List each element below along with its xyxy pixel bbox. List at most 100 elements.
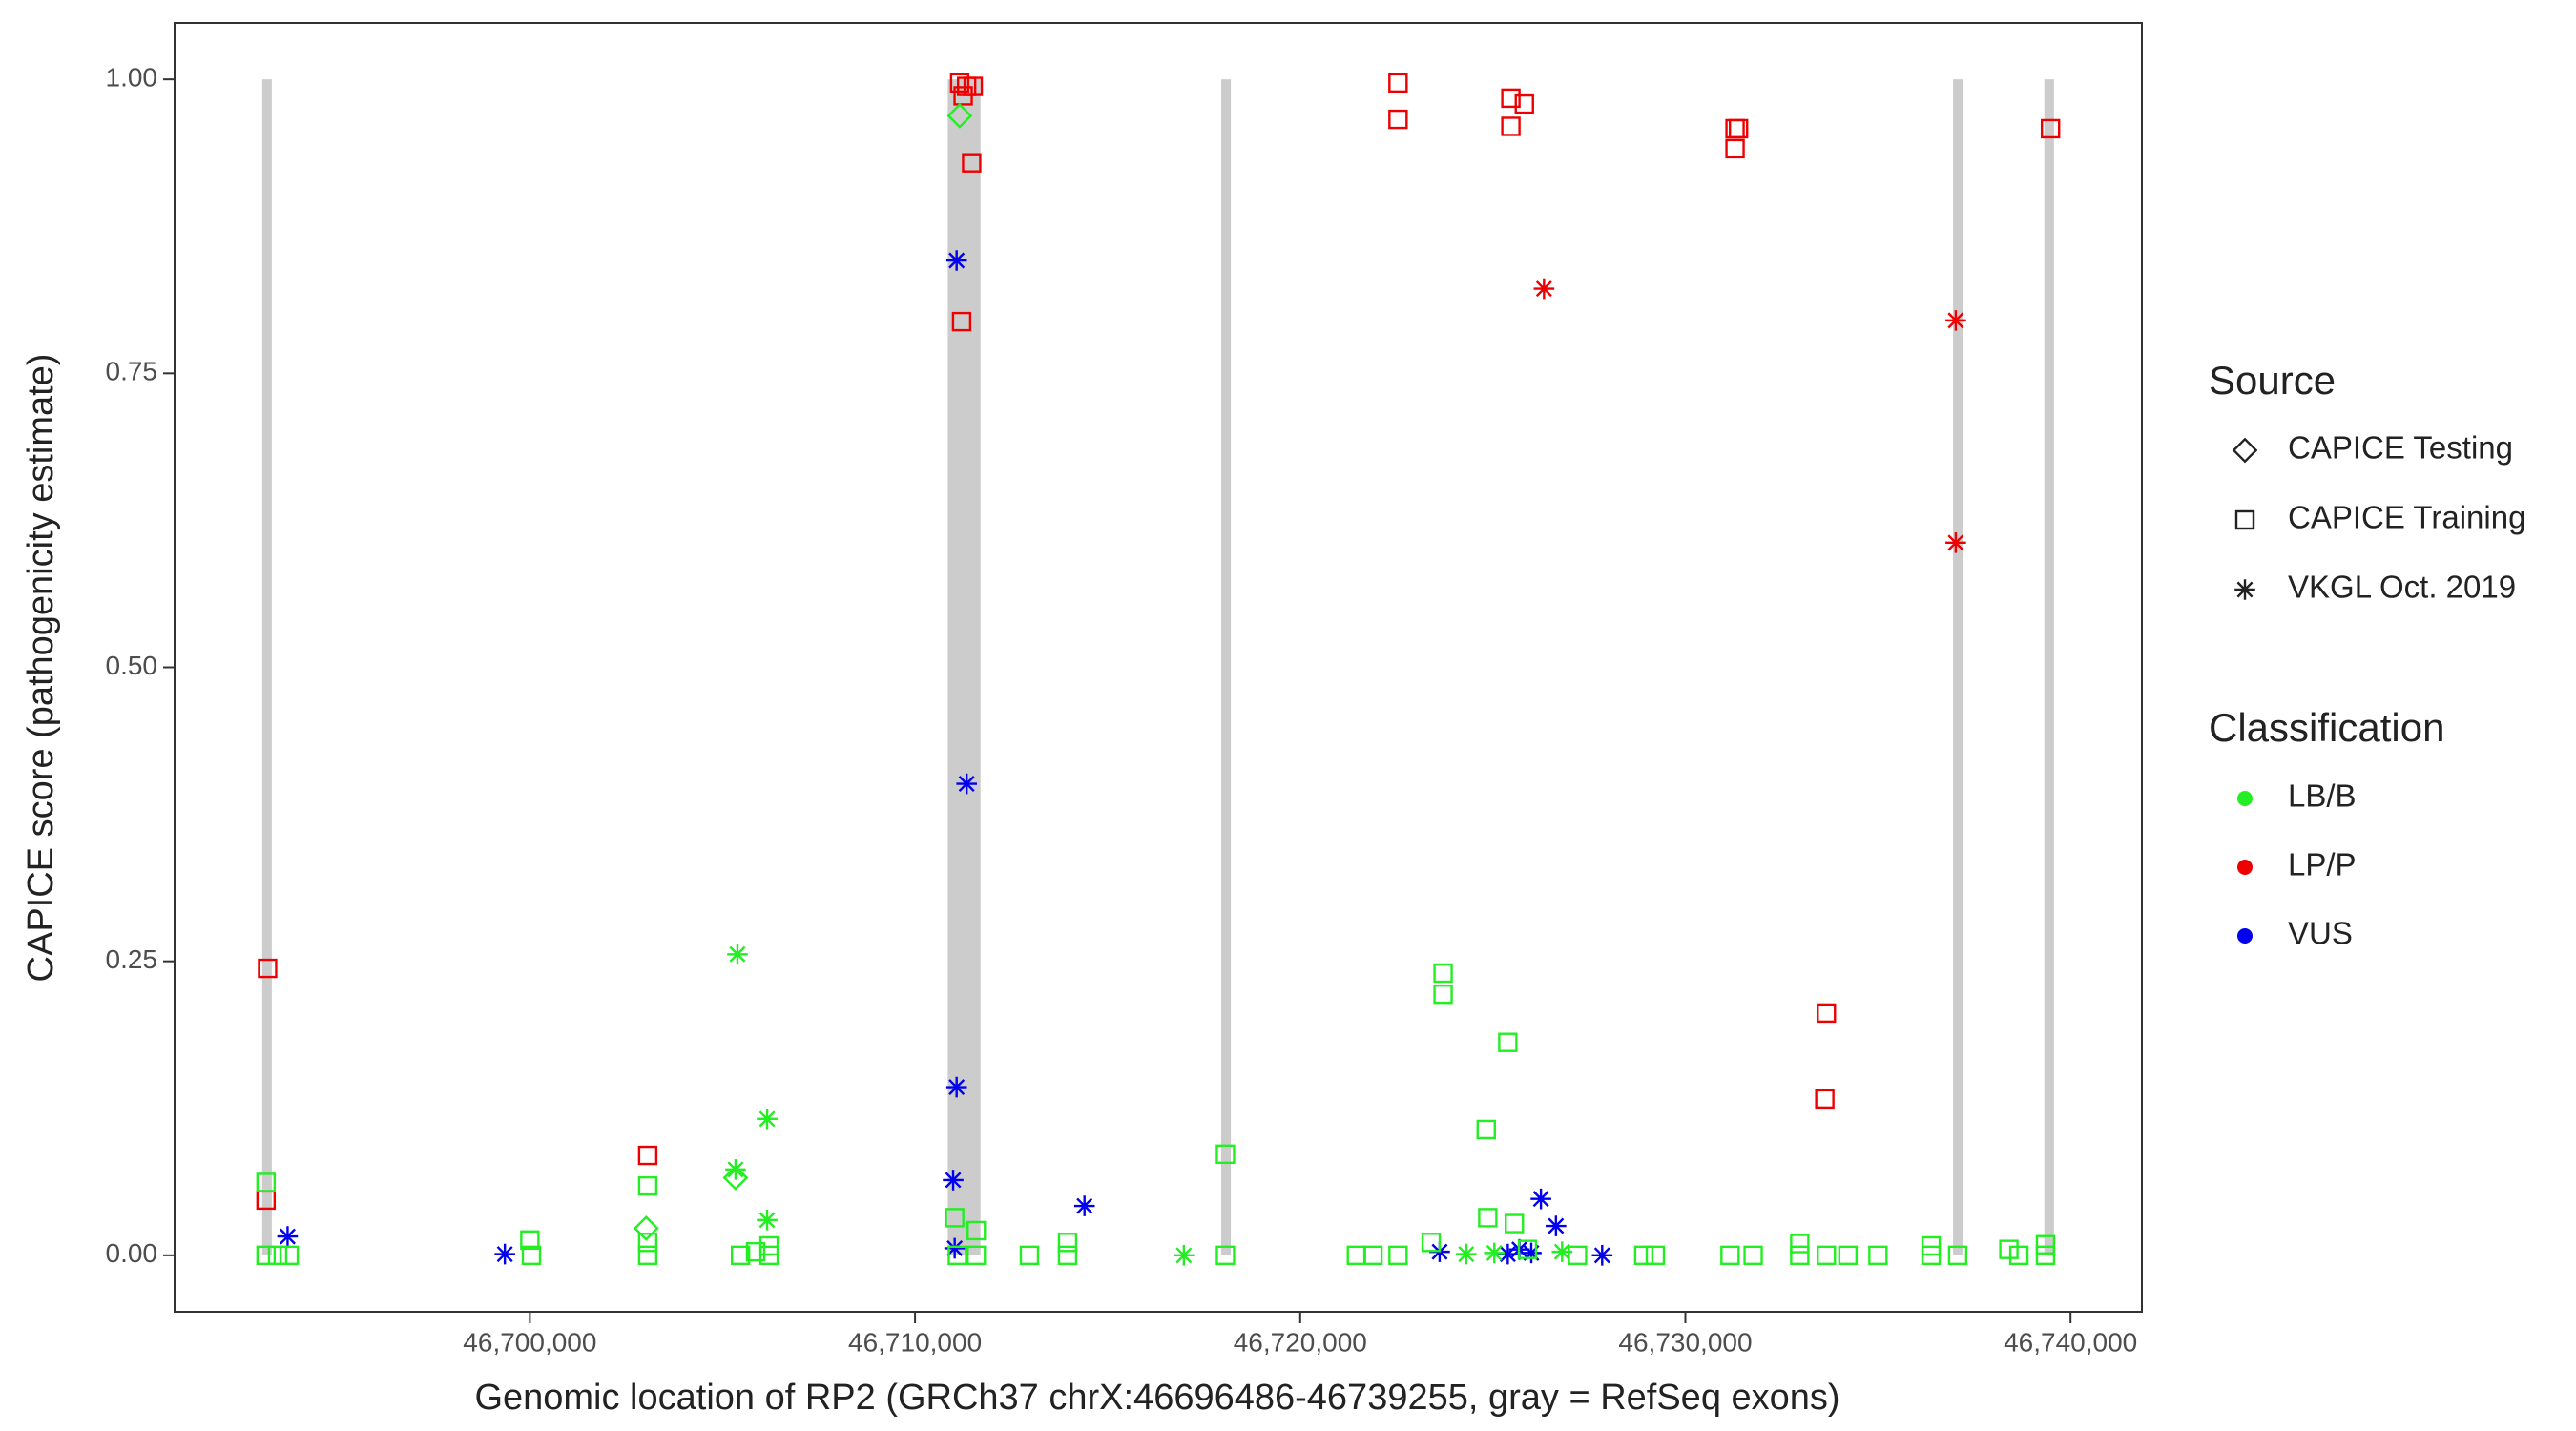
data-point bbox=[949, 73, 970, 93]
data-point bbox=[1501, 116, 1521, 136]
data-point bbox=[1868, 1245, 1888, 1266]
data-point bbox=[1999, 1239, 2019, 1259]
legend-symbol bbox=[2232, 437, 2258, 464]
legend-label: VKGL Oct. 2019 bbox=[2288, 570, 2516, 605]
data-point bbox=[1633, 1245, 1654, 1266]
legend-title: Source bbox=[2209, 358, 2336, 403]
data-point bbox=[722, 1165, 749, 1191]
data-point bbox=[1497, 1243, 1519, 1265]
data-point bbox=[258, 958, 278, 979]
data-point bbox=[1057, 1245, 1078, 1266]
data-point bbox=[1478, 1208, 1498, 1228]
legend-symbol bbox=[2237, 860, 2253, 875]
data-point bbox=[1388, 1245, 1408, 1266]
data-point bbox=[966, 1245, 987, 1266]
data-point bbox=[1546, 1215, 1567, 1236]
data-point bbox=[521, 1245, 542, 1266]
data-point bbox=[945, 250, 967, 271]
data-point bbox=[1498, 1032, 1518, 1052]
y-axis-title: CAPICE score (pathogenicity estimate) bbox=[21, 354, 61, 983]
legend-label: LB/B bbox=[2288, 778, 2357, 814]
data-point bbox=[1514, 93, 1534, 114]
data-point bbox=[1421, 1233, 1442, 1253]
exon-band bbox=[947, 79, 981, 1255]
data-point bbox=[1484, 1242, 1506, 1264]
data-point bbox=[494, 1243, 515, 1265]
data-point bbox=[1533, 278, 1555, 300]
data-point bbox=[2035, 1234, 2056, 1255]
exon-band bbox=[261, 79, 272, 1255]
data-point bbox=[956, 773, 977, 795]
data-point bbox=[1921, 1245, 1942, 1266]
legend-title: Classification bbox=[2209, 705, 2444, 750]
data-point bbox=[1455, 1243, 1477, 1265]
data-point bbox=[637, 1175, 658, 1196]
data-point bbox=[966, 1220, 987, 1241]
data-point bbox=[943, 1170, 964, 1191]
legend-label: CAPICE Training bbox=[2288, 500, 2525, 535]
exon-band bbox=[1953, 79, 1963, 1255]
data-point bbox=[1817, 1003, 1837, 1024]
data-point bbox=[1019, 1245, 1040, 1266]
legend-label: CAPICE Testing bbox=[2288, 430, 2513, 466]
data-point bbox=[1517, 1239, 1538, 1259]
y-tick-label: 0.50 bbox=[106, 651, 158, 680]
data-point bbox=[1945, 532, 1966, 553]
y-tick-label: 0.25 bbox=[106, 944, 158, 974]
data-point bbox=[745, 1241, 766, 1262]
data-point bbox=[637, 1233, 658, 1253]
data-point bbox=[2035, 1245, 2056, 1266]
data-point bbox=[1174, 1245, 1195, 1266]
data-point bbox=[1725, 138, 1745, 159]
data-point bbox=[256, 1172, 277, 1192]
y-tick-label: 0.75 bbox=[106, 357, 158, 386]
data-point bbox=[520, 1230, 540, 1251]
data-point bbox=[1790, 1234, 1810, 1254]
data-point bbox=[633, 1215, 659, 1241]
data-point bbox=[757, 1210, 778, 1231]
exon-band bbox=[1221, 79, 1232, 1255]
data-point bbox=[947, 1245, 967, 1266]
data-point bbox=[1720, 1245, 1740, 1266]
data-point bbox=[1947, 1245, 1968, 1266]
data-point bbox=[1215, 1245, 1236, 1266]
data-point bbox=[1790, 1245, 1810, 1266]
data-point bbox=[267, 1245, 288, 1266]
data-point bbox=[1521, 1242, 1542, 1264]
data-point bbox=[1817, 1245, 1837, 1266]
data-point bbox=[758, 1245, 779, 1266]
data-point bbox=[757, 1109, 778, 1130]
x-tick-label: 46,700,000 bbox=[463, 1327, 596, 1357]
data-point bbox=[1057, 1233, 1078, 1253]
data-point bbox=[637, 1145, 658, 1166]
data-point bbox=[1388, 73, 1408, 93]
data-point bbox=[1743, 1245, 1763, 1266]
data-point bbox=[945, 1076, 967, 1098]
exon-band bbox=[2044, 79, 2054, 1255]
data-point bbox=[1433, 984, 1453, 1005]
plot-frame bbox=[174, 22, 2143, 1313]
data-point bbox=[2008, 1245, 2029, 1266]
x-tick-label: 46,730,000 bbox=[1618, 1327, 1752, 1357]
data-point bbox=[945, 1208, 965, 1228]
x-axis-title: Genomic location of RP2 (GRCh37 chrX:466… bbox=[474, 1378, 1839, 1418]
data-point bbox=[1945, 310, 1966, 331]
data-point bbox=[1501, 88, 1521, 109]
data-point bbox=[1568, 1245, 1588, 1266]
data-point bbox=[1551, 1241, 1573, 1262]
data-point bbox=[1362, 1245, 1383, 1266]
data-point bbox=[1530, 1188, 1551, 1210]
legend-symbol bbox=[2234, 579, 2255, 600]
y-tick-label: 1.00 bbox=[106, 63, 158, 93]
legend-symbol bbox=[2237, 791, 2253, 806]
y-tick-label: 0.00 bbox=[106, 1238, 158, 1268]
data-point bbox=[944, 1237, 966, 1259]
data-point bbox=[727, 944, 748, 965]
data-point bbox=[2041, 118, 2061, 139]
data-point bbox=[1073, 1195, 1095, 1216]
data-point bbox=[1388, 109, 1408, 130]
data-point bbox=[953, 86, 973, 106]
